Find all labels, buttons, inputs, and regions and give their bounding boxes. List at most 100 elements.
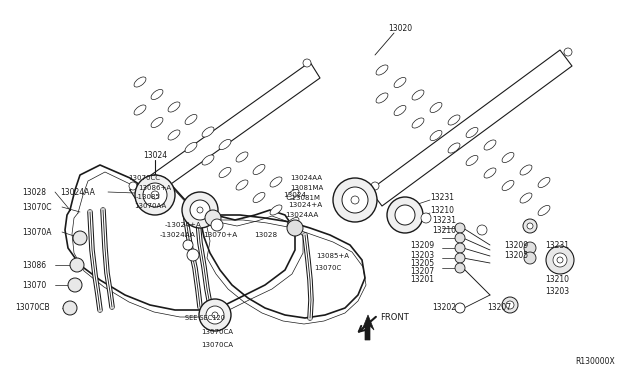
Text: 13070CB: 13070CB xyxy=(15,304,50,312)
Text: 13207: 13207 xyxy=(410,266,434,276)
Circle shape xyxy=(197,207,203,213)
Circle shape xyxy=(455,233,465,243)
Ellipse shape xyxy=(168,102,180,112)
Ellipse shape xyxy=(151,89,163,100)
Text: 13086: 13086 xyxy=(22,260,46,269)
Ellipse shape xyxy=(394,105,406,116)
Ellipse shape xyxy=(484,168,496,178)
Text: 13210: 13210 xyxy=(545,276,569,285)
Circle shape xyxy=(151,191,159,199)
Text: 13203: 13203 xyxy=(410,250,434,260)
Circle shape xyxy=(143,183,167,207)
Circle shape xyxy=(524,242,536,254)
Ellipse shape xyxy=(236,152,248,162)
Text: 13201: 13201 xyxy=(410,276,434,285)
Circle shape xyxy=(73,231,87,245)
Ellipse shape xyxy=(412,118,424,128)
Ellipse shape xyxy=(430,131,442,141)
Ellipse shape xyxy=(466,128,478,138)
Circle shape xyxy=(68,278,82,292)
Text: 13081MA: 13081MA xyxy=(290,185,323,191)
Ellipse shape xyxy=(484,140,496,150)
Text: 13070AA: 13070AA xyxy=(134,203,166,209)
Ellipse shape xyxy=(448,115,460,125)
Circle shape xyxy=(455,303,465,313)
Circle shape xyxy=(206,306,224,324)
Circle shape xyxy=(387,197,423,233)
Text: -13085: -13085 xyxy=(136,194,161,200)
Ellipse shape xyxy=(502,180,514,190)
Circle shape xyxy=(421,213,431,223)
Circle shape xyxy=(211,219,223,231)
Text: 13085+A: 13085+A xyxy=(316,253,349,259)
Text: 13028: 13028 xyxy=(254,232,277,238)
Ellipse shape xyxy=(202,127,214,137)
Circle shape xyxy=(303,59,311,67)
Circle shape xyxy=(212,312,218,318)
Ellipse shape xyxy=(185,142,197,153)
Ellipse shape xyxy=(236,180,248,190)
Ellipse shape xyxy=(134,105,146,115)
Circle shape xyxy=(564,48,572,56)
Circle shape xyxy=(523,219,537,233)
Ellipse shape xyxy=(376,93,388,103)
Ellipse shape xyxy=(448,143,460,153)
Text: -13024AA: -13024AA xyxy=(160,232,196,238)
Circle shape xyxy=(287,220,303,236)
Text: 13205: 13205 xyxy=(504,250,528,260)
Text: FRONT: FRONT xyxy=(380,314,409,323)
Ellipse shape xyxy=(270,177,282,187)
Circle shape xyxy=(135,175,175,215)
Text: 13024: 13024 xyxy=(143,151,167,160)
Text: 13070: 13070 xyxy=(22,280,46,289)
Ellipse shape xyxy=(219,140,231,150)
Text: -13024+A: -13024+A xyxy=(165,222,202,228)
Text: 13231: 13231 xyxy=(432,215,456,224)
Text: 13070C: 13070C xyxy=(314,265,341,271)
Polygon shape xyxy=(362,315,374,340)
Text: R130000X: R130000X xyxy=(575,357,615,366)
Ellipse shape xyxy=(538,205,550,215)
Text: 13203: 13203 xyxy=(545,288,569,296)
Text: 13207: 13207 xyxy=(487,304,511,312)
Text: 13024+A: 13024+A xyxy=(288,202,323,208)
Ellipse shape xyxy=(520,193,532,203)
Ellipse shape xyxy=(376,65,388,75)
Circle shape xyxy=(63,301,77,315)
Circle shape xyxy=(546,246,574,274)
Text: 13020: 13020 xyxy=(388,23,412,32)
Text: 13028: 13028 xyxy=(22,187,46,196)
Text: 13070C: 13070C xyxy=(22,202,51,212)
Ellipse shape xyxy=(134,77,146,87)
Circle shape xyxy=(190,200,210,220)
Text: 13024AA: 13024AA xyxy=(290,175,322,181)
Circle shape xyxy=(455,263,465,273)
Circle shape xyxy=(205,210,221,226)
Circle shape xyxy=(371,182,379,190)
Ellipse shape xyxy=(253,192,265,203)
Circle shape xyxy=(129,182,137,190)
Ellipse shape xyxy=(168,130,180,140)
Text: 13024AA: 13024AA xyxy=(60,187,95,196)
Ellipse shape xyxy=(270,205,282,215)
Text: 13231: 13231 xyxy=(430,192,454,202)
Circle shape xyxy=(455,243,465,253)
Ellipse shape xyxy=(520,165,532,175)
Ellipse shape xyxy=(466,155,478,166)
Ellipse shape xyxy=(502,153,514,163)
Circle shape xyxy=(506,301,514,309)
Ellipse shape xyxy=(151,118,163,128)
Circle shape xyxy=(502,297,518,313)
Circle shape xyxy=(342,187,368,213)
Ellipse shape xyxy=(394,77,406,87)
Text: 13070CA: 13070CA xyxy=(201,329,233,335)
Text: 13202: 13202 xyxy=(432,304,456,312)
Text: 13209: 13209 xyxy=(504,241,528,250)
Circle shape xyxy=(333,178,377,222)
Circle shape xyxy=(183,240,193,250)
Circle shape xyxy=(477,225,487,235)
Text: 13070A: 13070A xyxy=(22,228,51,237)
Text: 13205: 13205 xyxy=(410,259,434,267)
Ellipse shape xyxy=(287,189,299,199)
Circle shape xyxy=(395,205,415,225)
